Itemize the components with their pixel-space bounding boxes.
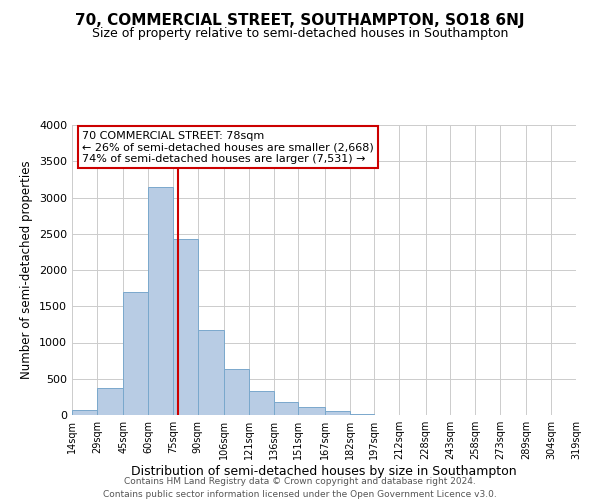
- Bar: [298, 406, 325, 415]
- Text: Contains HM Land Registry data © Crown copyright and database right 2024.: Contains HM Land Registry data © Crown c…: [124, 478, 476, 486]
- Bar: [148, 186, 173, 415]
- Bar: [97, 388, 123, 415]
- Bar: [123, 292, 148, 415]
- Bar: [72, 410, 97, 415]
- Text: 70, COMMERCIAL STREET, SOUTHAMPTON, SO18 6NJ: 70, COMMERCIAL STREET, SOUTHAMPTON, SO18…: [75, 12, 525, 28]
- Text: 70 COMMERCIAL STREET: 78sqm
← 26% of semi-detached houses are smaller (2,668)
74: 70 COMMERCIAL STREET: 78sqm ← 26% of sem…: [82, 131, 374, 164]
- Text: Size of property relative to semi-detached houses in Southampton: Size of property relative to semi-detach…: [92, 28, 508, 40]
- Bar: [325, 411, 350, 415]
- Bar: [197, 330, 224, 415]
- Bar: [249, 391, 274, 415]
- X-axis label: Distribution of semi-detached houses by size in Southampton: Distribution of semi-detached houses by …: [131, 465, 517, 478]
- Bar: [274, 402, 298, 415]
- Bar: [350, 414, 374, 415]
- Bar: [224, 368, 249, 415]
- Y-axis label: Number of semi-detached properties: Number of semi-detached properties: [20, 160, 34, 380]
- Text: Contains public sector information licensed under the Open Government Licence v3: Contains public sector information licen…: [103, 490, 497, 499]
- Bar: [173, 239, 197, 415]
